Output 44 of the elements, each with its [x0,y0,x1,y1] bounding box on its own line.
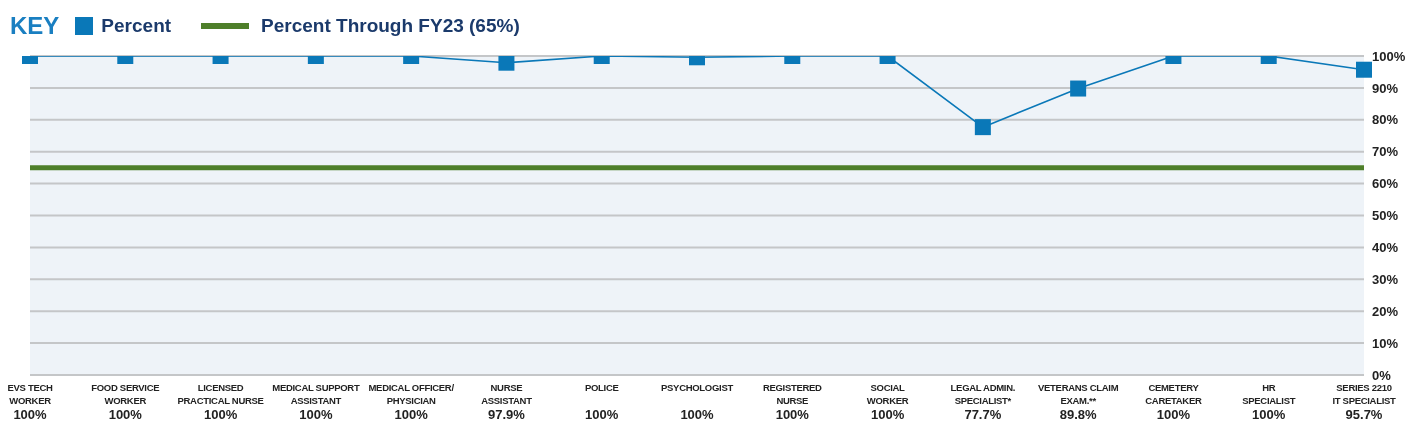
y-tick-label: 30% [1372,271,1399,287]
data-label: 100% [680,407,715,422]
data-label: 100% [775,407,810,422]
data-label: 100% [108,407,143,422]
data-label: 100% [585,407,619,422]
x-tick-label: NURSE ASSISTANT [481,382,533,406]
x-tick-label: SOCIAL WORKER [866,382,909,406]
data-label: 100% [870,407,905,422]
y-tick-label: 70% [1372,144,1399,160]
x-tick-label: CEMETERY CARETAKER [1145,382,1202,406]
data-label: 100% [394,407,429,422]
x-tick-label: LICENSED PRACTICAL NURSE [177,382,264,406]
data-label: 100% [203,407,238,422]
x-tick-label: REGISTERED NURSE [762,382,823,406]
y-tick-label: 80% [1372,112,1399,128]
y-tick-label: 90% [1372,80,1399,96]
data-label: 100% [1252,407,1286,422]
data-label: 97.9% [487,407,526,422]
legend-label: Percent [100,15,172,37]
y-tick-label: 10% [1372,335,1399,351]
x-tick-label: MEDICAL OFFICER/ PHYSICIAN [368,382,455,406]
x-tick-label: MEDICAL SUPPORT ASSISTANT [272,382,360,406]
data-label: 100% [299,407,333,422]
x-tick-label: LEGAL ADMIN. SPECIALIST* [950,382,1016,406]
legend-title: KEY [10,12,60,40]
x-tick-label: HR SPECIALIST [1242,382,1296,406]
x-tick-label: EVS TECH WORKER [7,382,53,406]
x-tick-label: VETERANS CLAIM EXAM.** [1038,382,1119,406]
x-tick-label: POLICE [584,382,619,393]
y-tick-label: 100% [1372,48,1406,64]
x-tick-label: PSYCHOLOGIST [661,382,734,393]
y-tick-label: 20% [1372,303,1399,319]
y-tick-label: 40% [1372,240,1399,256]
legend-label: Percent Through FY23 (65%) [260,15,520,37]
y-tick-label: 0% [1372,367,1392,383]
data-label: 95.7% [1345,407,1383,422]
x-tick-label: SERIES 2210 IT SPECIALIST [1332,382,1397,406]
y-tick-label: 50% [1372,208,1399,224]
data-label: 100% [1156,407,1191,422]
data-label: 77.7% [964,407,1002,422]
y-tick-label: 60% [1372,176,1399,192]
x-tick-label: FOOD SERVICE WORKER [91,382,160,406]
data-label: 100% [13,407,48,422]
data-label: 89.8% [1059,407,1098,422]
